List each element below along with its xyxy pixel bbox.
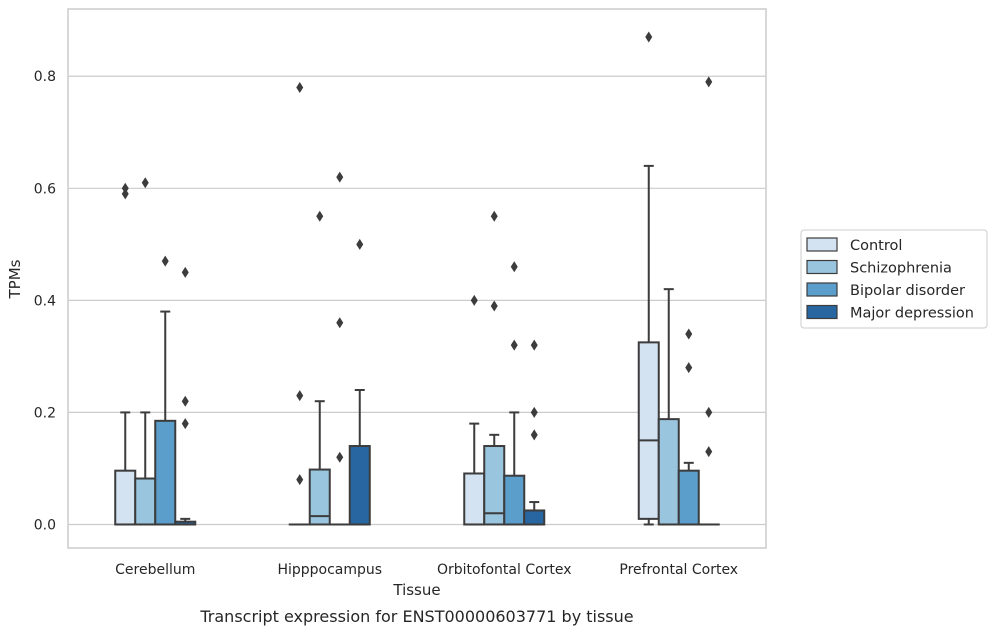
- box-body: [348, 445, 371, 526]
- legend-swatch: [806, 237, 838, 252]
- outlier-point: [510, 261, 518, 273]
- outlier-point: [510, 339, 518, 351]
- box: [174, 266, 197, 526]
- outlier-point: [161, 255, 169, 267]
- outlier-point: [181, 395, 189, 407]
- outlier-point: [316, 210, 324, 222]
- legend: Control Schizophrenia Bipolar disorder Majo…: [800, 229, 988, 329]
- outlier-point: [530, 406, 538, 418]
- outlier-point: [356, 238, 364, 250]
- y-tick-label: 0.4: [34, 293, 56, 309]
- box: [308, 210, 331, 526]
- y-tick-label: 0.6: [34, 181, 56, 197]
- outlier-point: [490, 210, 498, 222]
- y-tick-label: 0.0: [34, 517, 56, 533]
- box-body: [463, 472, 486, 526]
- plot-frame: [67, 8, 767, 549]
- legend-swatch: [806, 259, 838, 275]
- series-control: [114, 31, 660, 526]
- outlier-point: [121, 182, 129, 194]
- x-tick-label: Orbitofontal Cortex: [437, 562, 572, 578]
- legend-swatch: [806, 304, 838, 320]
- box: [288, 81, 311, 526]
- box: [677, 328, 700, 526]
- x-tick-label: Cerebellum: [115, 562, 195, 578]
- outlier-point: [645, 31, 653, 43]
- outlier-point: [181, 266, 189, 278]
- box: [523, 339, 546, 526]
- legend-swatch: [806, 282, 838, 297]
- y-axis-label: TPMs: [6, 259, 24, 299]
- outlier-point: [705, 406, 713, 418]
- box: [348, 238, 371, 526]
- box-body: [308, 468, 331, 526]
- outlier-point: [296, 390, 304, 402]
- series-schizophrenia: [134, 177, 680, 526]
- outlier-point: [296, 81, 304, 93]
- legend-label: Schizophrenia: [850, 261, 952, 277]
- y-tick-label: 0.2: [34, 405, 56, 421]
- legend-frame: [800, 229, 988, 329]
- box: [463, 294, 486, 526]
- series-bipolar-disorder: [154, 171, 700, 526]
- box: [114, 182, 137, 526]
- x-axis-ticks: Cerebellum Hipppocampus Orbitofontal Corte…: [115, 562, 738, 578]
- y-axis-ticks: 0.0 0.2 0.4 0.6 0.8: [34, 69, 56, 533]
- box-body: [677, 469, 700, 526]
- outlier-point: [336, 317, 344, 329]
- x-tick-label: Prefrontal Cortex: [619, 562, 738, 578]
- outlier-point: [336, 171, 344, 183]
- box: [637, 31, 660, 526]
- box-plot-series: [114, 31, 720, 526]
- box-body: [523, 509, 546, 526]
- box-body: [154, 419, 177, 526]
- x-axis-label: Tissue: [392, 581, 440, 599]
- outlier-point: [705, 76, 713, 88]
- outlier-point: [181, 418, 189, 430]
- box-body: [657, 418, 680, 526]
- box: [154, 255, 177, 526]
- box: [697, 76, 720, 526]
- box: [483, 210, 506, 526]
- outlier-point: [530, 339, 538, 351]
- outlier-point: [705, 446, 713, 458]
- box: [503, 261, 526, 526]
- box-body: [134, 477, 157, 526]
- box-body: [503, 474, 526, 526]
- box: [328, 171, 351, 526]
- outlier-point: [296, 474, 304, 486]
- box-body: [637, 341, 660, 520]
- box-body: [114, 469, 137, 526]
- outlier-point: [121, 188, 129, 200]
- legend-label: Control: [850, 238, 902, 254]
- outlier-point: [685, 328, 693, 340]
- outlier-point: [490, 300, 498, 312]
- box: [134, 177, 157, 526]
- outlier-point: [470, 294, 478, 306]
- outlier-point: [141, 177, 149, 189]
- legend-label: Major depression: [850, 306, 974, 322]
- chart-caption: Transcript expression for ENST0000060377…: [199, 607, 633, 626]
- series-major-depression: [174, 76, 720, 526]
- box: [657, 288, 680, 526]
- outlier-point: [530, 429, 538, 441]
- outlier-point: [336, 451, 344, 463]
- y-tick-label: 0.8: [34, 69, 56, 85]
- outlier-point: [685, 362, 693, 374]
- legend-label: Bipolar disorder: [850, 283, 965, 299]
- x-tick-label: Hipppocampus: [277, 562, 382, 578]
